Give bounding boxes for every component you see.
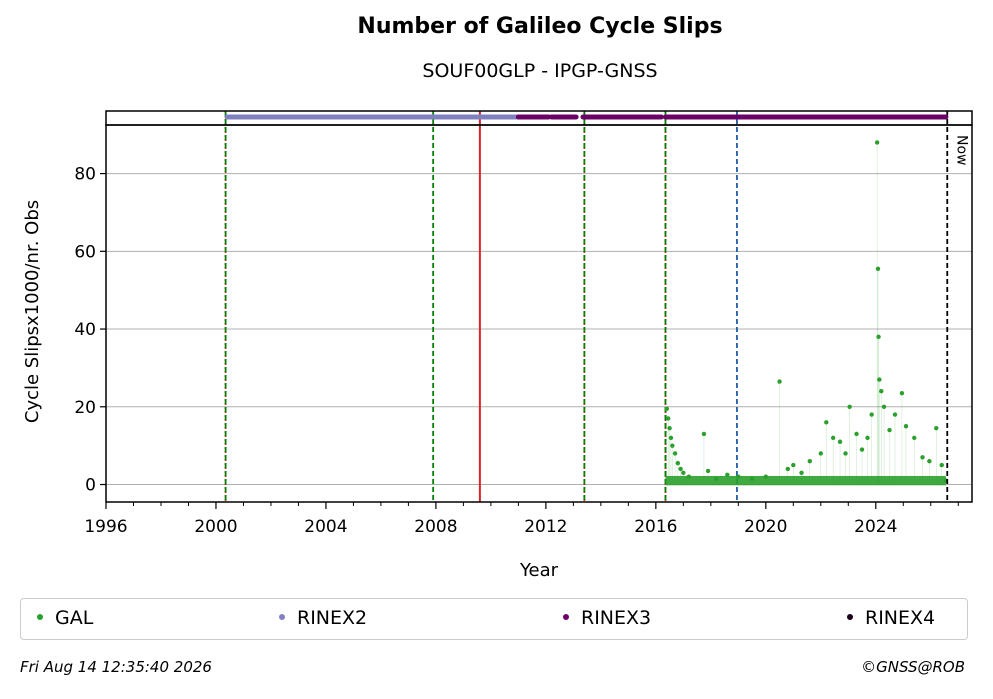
- y-tick-label: 40: [74, 320, 96, 340]
- series-gal-point: [830, 435, 836, 441]
- series-gal-point: [920, 455, 925, 460]
- series-gal-point: [912, 435, 917, 441]
- series-gal-point: [903, 424, 909, 429]
- y-tick-label: 0: [85, 476, 96, 496]
- x-tick-label: 2016: [634, 517, 677, 537]
- series-gal-point: [749, 476, 755, 481]
- x-tick-label: 2020: [744, 517, 787, 537]
- series-gal-point: [714, 476, 719, 481]
- chart-legend: GAL RINEX2 RINEX3 RINEX4: [20, 598, 968, 640]
- legend-item-rinex2: RINEX2: [279, 607, 367, 629]
- x-tick-label: 2012: [524, 517, 567, 537]
- series-gal-point: [899, 390, 905, 396]
- plot-frame: [105, 124, 973, 503]
- series-gal-point: [670, 443, 675, 448]
- series-gal-point: [678, 466, 683, 472]
- x-tick-label: 2000: [194, 517, 237, 537]
- series-gal-point: [869, 412, 874, 417]
- x-axis-label: Year: [519, 560, 559, 581]
- series-gal-point: [877, 377, 882, 382]
- series-gal-point: [785, 466, 791, 472]
- series-gal-point: [854, 431, 859, 437]
- legend-marker-rinex2: [279, 613, 285, 620]
- series-gal-point: [675, 460, 681, 466]
- chart-plot: Now 0 20 40 60 80 1996 2000 2004 2008 2012 2016 2020…: [22, 110, 973, 581]
- x-tick-label: 2008: [414, 517, 457, 537]
- series-gal-baseline-band: [665, 475, 946, 486]
- series-gal-point: [672, 451, 678, 456]
- chart-title: Number of Galileo Cycle Slips: [357, 14, 723, 39]
- series-gal-point: [807, 458, 812, 464]
- series-gal-point: [725, 472, 730, 477]
- series-gal-point: [874, 140, 880, 145]
- series-gal-point: [666, 416, 671, 421]
- series-gal-point: [865, 435, 870, 441]
- series-gal-point: [763, 474, 769, 479]
- series-gal-point: [887, 427, 892, 433]
- x-tick-label: 2024: [854, 517, 897, 537]
- series-gal-point: [667, 425, 672, 431]
- series-gal-point: [818, 451, 823, 456]
- series-gal-point: [934, 425, 939, 431]
- chart-subtitle: SOUF00GLP - IPGP-GNSS: [422, 60, 658, 82]
- x-tick-label: 1996: [84, 517, 127, 537]
- footer-timestamp: Fri Aug 14 12:35:40 2026: [20, 658, 212, 676]
- legend-marker-gal: [37, 613, 43, 620]
- now-label: Now: [953, 135, 969, 166]
- series-gal-point: [843, 451, 848, 456]
- series-gal-point: [847, 404, 852, 409]
- series-gal-point: [824, 420, 829, 425]
- series-gal-point: [875, 266, 881, 272]
- legend-item-gal: GAL: [37, 607, 93, 629]
- series-gal-point: [927, 458, 932, 464]
- series-gal-point: [939, 462, 944, 468]
- legend-label-rinex2: RINEX2: [297, 607, 368, 629]
- series-gal-point: [681, 470, 686, 476]
- series-gal-point: [777, 379, 782, 384]
- legend-label-rinex4: RINEX4: [865, 607, 936, 629]
- y-tick-label: 20: [74, 398, 96, 418]
- y-tick-label: 80: [74, 165, 96, 185]
- series-gal-point: [686, 474, 692, 479]
- footer-credit: ©GNSS@ROB: [861, 658, 965, 676]
- series-gal-point: [881, 404, 887, 409]
- legend-label-gal: GAL: [55, 607, 94, 629]
- series-gal-point: [892, 412, 898, 417]
- legend-marker-rinex4: [847, 613, 853, 620]
- series-gal-point: [799, 470, 804, 476]
- legend-item-rinex3: RINEX3: [563, 607, 651, 629]
- series-gal-point: [876, 334, 881, 340]
- y-tick-label: 60: [74, 242, 96, 262]
- series-gal-point: [859, 447, 865, 452]
- legend-marker-rinex3: [563, 613, 569, 620]
- series-gal-point: [837, 439, 843, 444]
- series-gal-point: [736, 474, 741, 479]
- x-tick-label: 2004: [304, 517, 347, 537]
- series-gal-point: [701, 431, 707, 437]
- series-gal-point: [879, 389, 884, 394]
- series-gal-point: [705, 468, 711, 474]
- series-gal-point: [791, 462, 796, 468]
- legend-item-rinex4: RINEX4: [847, 607, 935, 629]
- y-axis-label: Cycle Slipsx1000/nr. Obs: [22, 200, 43, 423]
- legend-label-rinex3: RINEX3: [581, 607, 652, 629]
- series-gal-point: [664, 406, 670, 411]
- series-gal-point: [668, 435, 674, 441]
